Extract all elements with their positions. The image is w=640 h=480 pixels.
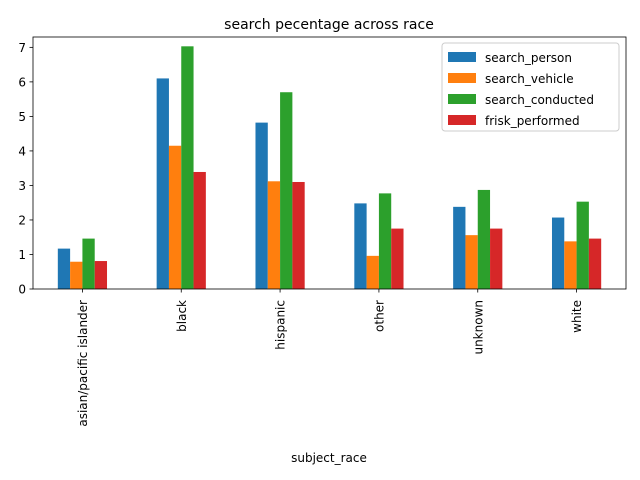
x-tick-label: black: [175, 300, 189, 332]
chart-title: search pecentage across race: [224, 17, 434, 33]
y-tick-label: 2: [18, 213, 26, 227]
legend-label: search_vehicle: [485, 72, 574, 86]
legend-box: [441, 42, 620, 132]
bar-search_vehicle-4: [465, 235, 478, 289]
y-tick-label: 3: [18, 179, 26, 193]
bar-search_person-0: [57, 248, 71, 289]
legend: search_person search_vehicle search_conduc…: [441, 42, 620, 132]
bar-search_vehicle-2: [267, 181, 281, 289]
axes-frame: [32, 36, 627, 290]
bar-search_person-1: [156, 78, 169, 290]
bar-search_vehicle-0: [70, 261, 83, 289]
x-axis-title: subject_race: [291, 451, 367, 465]
bar-frisk_performed-4: [490, 228, 503, 289]
bar-search_conducted-1: [181, 46, 194, 289]
x-tick-label: hispanic: [274, 300, 288, 350]
legend-label: search_person: [485, 51, 572, 65]
x-tick-label: unknown: [471, 300, 485, 355]
bar-frisk_performed-1: [193, 171, 206, 289]
x-tick-label: asian/pacific islander: [76, 300, 90, 427]
x-tick-label: white: [570, 300, 584, 333]
y-tick-label: 7: [18, 41, 26, 55]
bar-search_person-3: [354, 203, 367, 289]
legend-swatch: [448, 94, 476, 104]
x-tick-label: other: [372, 300, 386, 332]
legend-label: frisk_performed: [485, 114, 580, 128]
bar-frisk_performed-3: [391, 228, 404, 289]
legend-swatch: [448, 52, 476, 62]
bar-search_conducted-3: [378, 193, 392, 289]
bar-search_vehicle-3: [366, 255, 379, 289]
bar-search_conducted-4: [477, 189, 491, 289]
y-tick-label: 4: [18, 144, 26, 158]
bar-search_vehicle-1: [168, 145, 182, 289]
legend-label: search_conducted: [485, 93, 594, 107]
bar-search_person-5: [551, 217, 565, 289]
bar-search_conducted-0: [82, 238, 95, 289]
bar-frisk_performed-5: [588, 238, 602, 289]
bar-search_vehicle-5: [564, 241, 577, 289]
bar-search_person-2: [255, 122, 268, 289]
y-tick-label: 0: [18, 283, 26, 297]
y-tick-label: 6: [18, 75, 26, 89]
plot-area: 0 1 2 3 4 5 6 7 asian/pacific islander black hispa…: [18, 36, 627, 427]
legend-swatch: [448, 73, 476, 83]
y-tick-label: 1: [18, 248, 26, 262]
y-tick-label: 5: [18, 110, 26, 124]
bar-frisk_performed-0: [94, 261, 108, 289]
bar-search_conducted-2: [280, 92, 293, 289]
legend-swatch: [448, 115, 476, 125]
bar-search_conducted-5: [576, 201, 589, 289]
bar-frisk_performed-2: [292, 181, 305, 289]
bar-search_person-4: [453, 206, 466, 289]
